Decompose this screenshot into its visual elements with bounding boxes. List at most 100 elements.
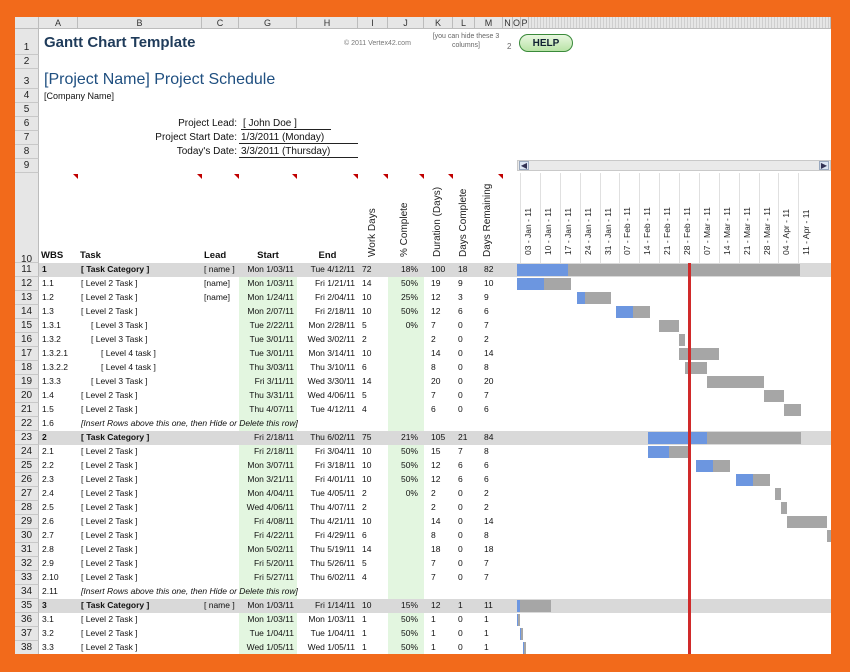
row-header-23[interactable]: 23 — [15, 431, 39, 445]
end-date-cell[interactable]: Mon 3/14/11 — [308, 348, 355, 358]
task-name-cell[interactable]: [ Level 2 Task ] — [81, 390, 138, 400]
task-name-cell[interactable]: [ Level 4 task ] — [101, 362, 156, 372]
end-date-cell[interactable]: Wed 4/06/11 — [307, 390, 355, 400]
row-header-27[interactable]: 27 — [15, 487, 39, 501]
gantt-bar-complete[interactable] — [517, 614, 519, 626]
row-header-2[interactable]: 2 — [15, 55, 39, 69]
end-date-cell[interactable]: Fri 3/04/11 — [314, 446, 355, 456]
row-header-25[interactable]: 25 — [15, 459, 39, 473]
end-date-cell[interactable]: Thu 6/02/11 — [310, 572, 355, 582]
row-header-31[interactable]: 31 — [15, 543, 39, 557]
percent-complete-cell[interactable]: 50% — [400, 306, 418, 316]
wbs-cell[interactable]: 2.11 — [42, 586, 58, 596]
task-name-cell[interactable]: [ Level 2 Task ] — [81, 460, 138, 470]
gantt-bar-complete[interactable] — [522, 642, 525, 654]
start-date-cell[interactable]: Tue 2/22/11 — [249, 320, 294, 330]
timeline-scrollbar[interactable]: ◀ ▶ — [517, 160, 831, 171]
wbs-cell[interactable]: 1.2 — [42, 292, 54, 302]
row-header-19[interactable]: 19 — [15, 375, 39, 389]
task-name-cell[interactable]: [ Level 3 Task ] — [91, 376, 148, 386]
wbs-cell[interactable]: 3.1 — [42, 614, 54, 624]
column-header-h[interactable]: H — [297, 17, 358, 29]
help-button[interactable]: HELP — [519, 34, 573, 52]
start-date-cell[interactable]: Mon 1/03/11 — [247, 264, 294, 274]
start-date-cell[interactable]: Thu 3/31/11 — [249, 390, 294, 400]
end-date-cell[interactable]: Tue 1/04/11 — [310, 628, 355, 638]
wbs-cell[interactable]: 1 — [42, 264, 47, 274]
start-date-cell[interactable]: Mon 3/21/11 — [247, 474, 294, 484]
start-date-cell[interactable]: Fri 3/11/11 — [254, 376, 294, 386]
end-date-cell[interactable]: Fri 4/01/11 — [314, 474, 355, 484]
start-date-cell[interactable]: Fri 5/27/11 — [253, 572, 294, 582]
start-date-cell[interactable]: Tue 3/01/11 — [249, 334, 294, 344]
task-name-cell[interactable]: [ Level 2 Task ] — [81, 572, 138, 582]
gantt-bar-complete[interactable] — [519, 628, 522, 640]
task-name-cell[interactable]: [ Level 2 Task ] — [81, 558, 138, 568]
task-name-cell[interactable]: [ Level 2 Task ] — [81, 488, 138, 498]
task-name-cell[interactable]: [ Level 3 Task ] — [91, 334, 148, 344]
gantt-bar-remaining[interactable] — [764, 390, 784, 402]
task-name-cell[interactable]: [ Level 2 Task ] — [81, 446, 138, 456]
scroll-left-arrow-icon[interactable]: ◀ — [519, 161, 529, 170]
task-name-cell[interactable]: [ Level 2 Task ] — [81, 278, 138, 288]
gantt-bar-remaining[interactable] — [783, 404, 801, 416]
row-header-22[interactable]: 22 — [15, 417, 39, 431]
start-date-cell[interactable]: Mon 1/03/11 — [247, 278, 294, 288]
wbs-cell[interactable]: 2.4 — [42, 488, 54, 498]
row-header-18[interactable]: 18 — [15, 361, 39, 375]
end-date-cell[interactable]: Tue 4/12/11 — [310, 404, 355, 414]
wbs-cell[interactable]: 2.3 — [42, 474, 54, 484]
row-header-32[interactable]: 32 — [15, 557, 39, 571]
task-name-cell[interactable]: [ Level 2 Task ] — [81, 530, 138, 540]
wbs-cell[interactable]: 3 — [42, 600, 47, 610]
gantt-bar-remaining[interactable] — [517, 600, 552, 612]
project-start-value[interactable]: 1/3/2011 (Monday) — [241, 132, 325, 143]
column-header-m[interactable]: M — [475, 17, 503, 29]
row-header-4[interactable]: 4 — [15, 89, 39, 103]
wbs-cell[interactable]: 1.3.3 — [42, 376, 61, 386]
end-date-cell[interactable]: Fri 4/29/11 — [314, 530, 355, 540]
end-date-cell[interactable]: Fri 2/18/11 — [314, 306, 355, 316]
row-header-21[interactable]: 21 — [15, 403, 39, 417]
task-name-cell[interactable]: [ Level 2 Task ] — [81, 306, 138, 316]
start-date-cell[interactable]: Mon 4/04/11 — [247, 488, 294, 498]
gantt-bar-remaining[interactable] — [517, 614, 520, 626]
row-header-17[interactable]: 17 — [15, 347, 39, 361]
lead-cell[interactable]: [name] — [204, 278, 230, 288]
column-header-j[interactable]: J — [388, 17, 424, 29]
percent-complete-cell[interactable]: 15% — [400, 600, 418, 610]
wbs-cell[interactable]: 2.9 — [42, 558, 54, 568]
end-date-cell[interactable]: Tue 4/05/11 — [310, 488, 355, 498]
wbs-cell[interactable]: 1.4 — [42, 390, 54, 400]
gantt-bar-remaining[interactable] — [826, 530, 831, 542]
start-date-cell[interactable]: Mon 1/03/11 — [247, 600, 294, 610]
wbs-cell[interactable]: 2.2 — [42, 460, 54, 470]
project-lead-value[interactable]: [ John Doe ] — [243, 118, 297, 129]
gantt-bar-complete[interactable] — [517, 278, 544, 290]
row-header-38[interactable]: 38 — [15, 641, 39, 654]
wbs-cell[interactable]: 1.3.2.2 — [42, 362, 68, 372]
gantt-bar-complete[interactable] — [647, 432, 708, 444]
gantt-bar-remaining[interactable] — [522, 642, 526, 654]
start-date-cell[interactable]: Mon 2/07/11 — [247, 306, 294, 316]
task-name-cell[interactable]: [ Task Category ] — [81, 600, 150, 610]
scroll-right-arrow-icon[interactable]: ▶ — [819, 161, 829, 170]
end-date-cell[interactable]: Mon 1/03/11 — [308, 614, 355, 624]
task-name-cell[interactable]: [ Level 2 Task ] — [81, 292, 138, 302]
gantt-bar-remaining[interactable] — [707, 376, 765, 388]
column-header-n[interactable]: N — [503, 17, 513, 29]
wbs-cell[interactable]: 1.5 — [42, 404, 54, 414]
gantt-bar-remaining[interactable] — [576, 292, 611, 304]
end-date-cell[interactable]: Thu 4/07/11 — [310, 502, 355, 512]
row-header-33[interactable]: 33 — [15, 571, 39, 585]
row-header-9[interactable]: 9 — [15, 159, 39, 173]
wbs-cell[interactable]: 3.2 — [42, 628, 54, 638]
gantt-bar-remaining[interactable] — [517, 264, 800, 276]
column-header-k[interactable]: K — [424, 17, 453, 29]
task-name-cell[interactable]: [ Level 2 Task ] — [81, 544, 138, 554]
row-header-12[interactable]: 12 — [15, 277, 39, 291]
gantt-bar-remaining[interactable] — [659, 320, 679, 332]
start-date-cell[interactable]: Fri 5/20/11 — [253, 558, 294, 568]
task-name-cell[interactable]: [ Level 4 task ] — [101, 348, 156, 358]
spreadsheet[interactable]: A B C G H I J K L M N O P 1 2 3 4 5 6 7 … — [15, 17, 831, 654]
